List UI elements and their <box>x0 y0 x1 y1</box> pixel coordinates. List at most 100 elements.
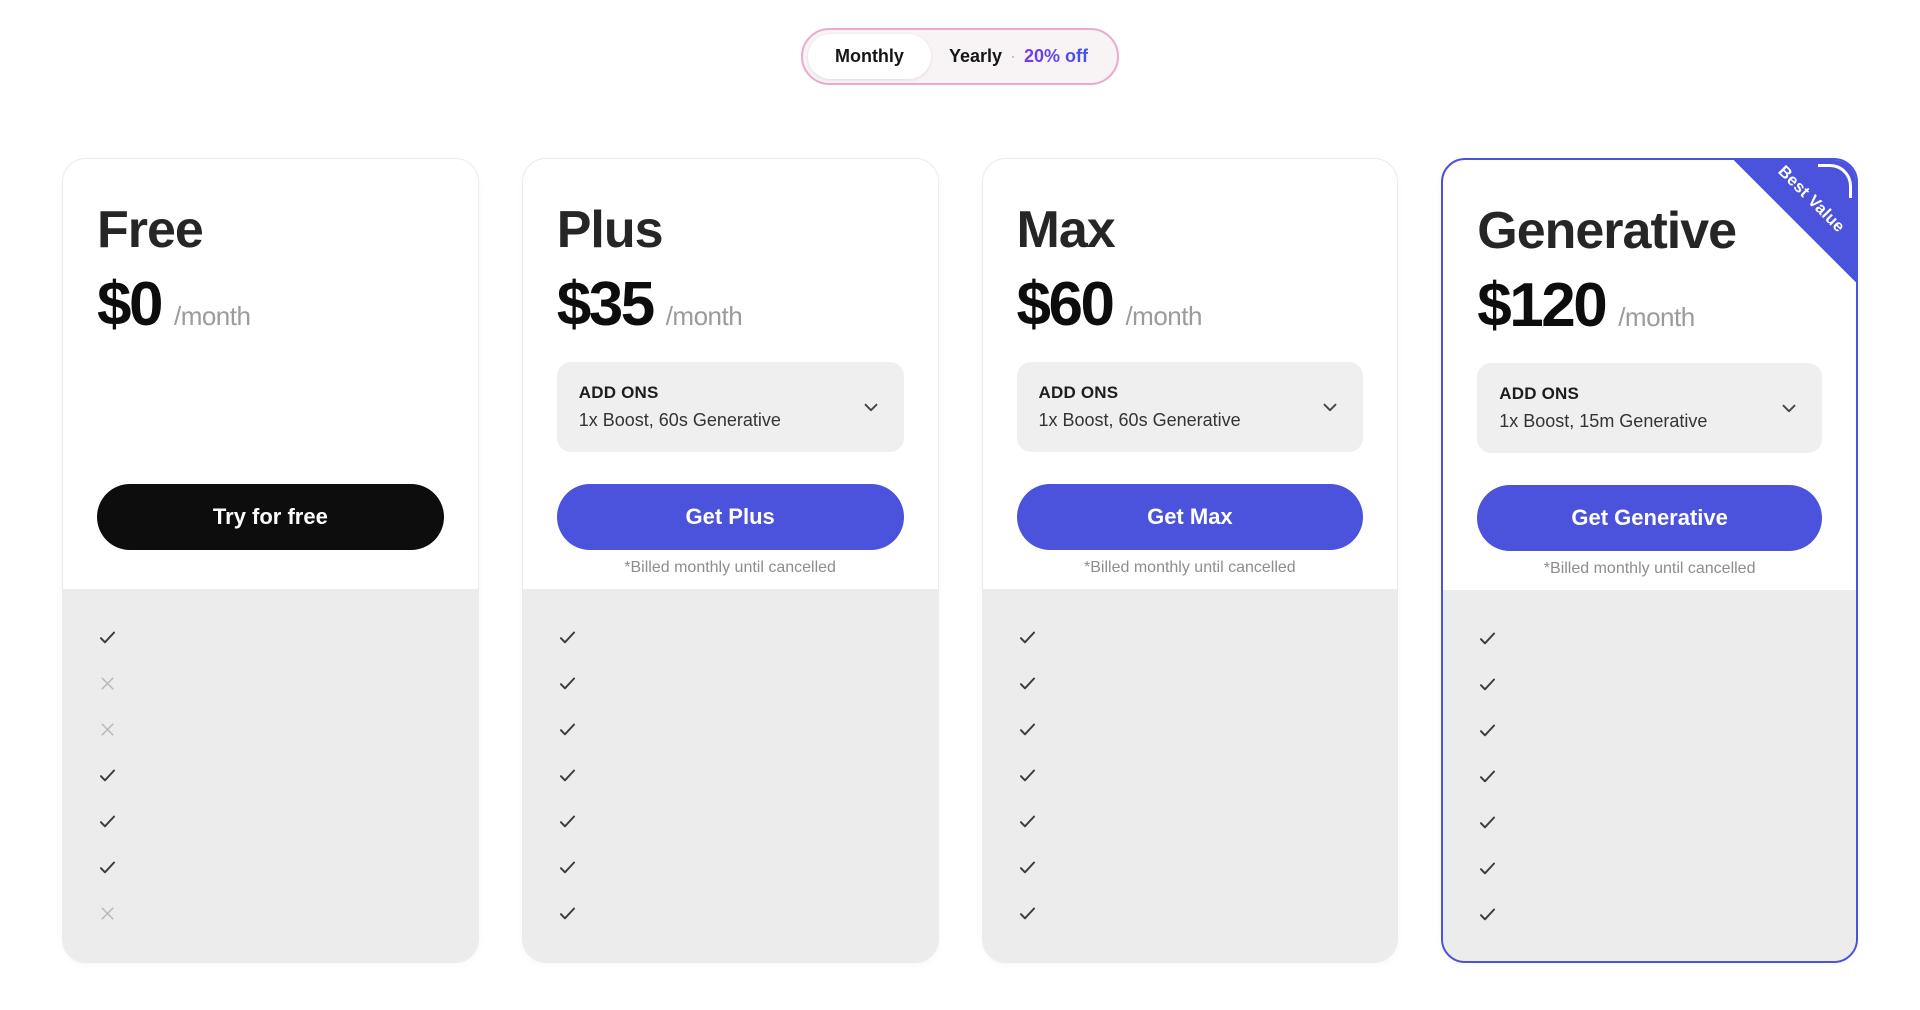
check-icon <box>1477 674 1498 695</box>
plan-price: $120 <box>1477 270 1607 340</box>
pricing-card-free: Free $0 /month Try for free <box>62 158 479 963</box>
check-icon <box>1477 766 1498 787</box>
addons-label: ADD ONS <box>1038 382 1119 402</box>
price-period: /month <box>1125 300 1202 331</box>
price-row: $35 /month <box>556 269 904 339</box>
cta-button[interactable]: Get Generative <box>1477 485 1823 551</box>
check-icon <box>97 627 118 648</box>
card-header: Plus $35 /month ADD ONS 1x Boost, 60s Ge… <box>523 159 938 589</box>
toggle-option-yearly[interactable]: Yearly · 20% off <box>931 34 1112 79</box>
feature-row <box>97 719 444 740</box>
check-icon <box>1477 904 1498 925</box>
features-list <box>522 589 938 962</box>
feature-row <box>1017 903 1364 924</box>
cross-icon <box>97 719 118 740</box>
feature-row <box>1477 674 1822 695</box>
feature-row <box>1477 720 1822 741</box>
feature-row <box>557 627 904 648</box>
feature-row <box>1477 766 1822 787</box>
feature-row <box>1017 627 1364 648</box>
billing-note: *Billed monthly until cancelled <box>624 559 836 576</box>
check-icon <box>97 811 118 832</box>
check-icon <box>1477 720 1498 741</box>
separator-dot: · <box>1010 46 1017 66</box>
feature-row <box>557 673 904 694</box>
feature-row <box>557 903 904 924</box>
check-icon <box>1017 673 1038 694</box>
addons-value: 1x Boost, 60s Generative <box>578 409 781 430</box>
card-header: Max $60 /month ADD ONS 1x Boost, 60s Gen… <box>983 159 1398 589</box>
check-icon <box>1017 811 1038 832</box>
price-row: $60 /month <box>1016 269 1364 339</box>
feature-row <box>1017 719 1364 740</box>
check-icon <box>1017 903 1038 924</box>
price-row: $120 /month <box>1477 270 1822 340</box>
plan-title: Free <box>97 201 204 259</box>
feature-row <box>97 857 444 878</box>
chevron-down-icon <box>860 396 882 418</box>
price-period: /month <box>1618 301 1695 332</box>
feature-row <box>97 673 444 694</box>
plan-title: Max <box>1016 201 1116 259</box>
check-icon <box>557 857 578 878</box>
addons-text: ADD ONS 1x Boost, 15m Generative <box>1499 384 1707 432</box>
check-icon <box>97 857 118 878</box>
monthly-label: Monthly <box>834 46 904 66</box>
check-icon <box>1017 857 1038 878</box>
plan-price: $0 <box>97 269 163 339</box>
addons-text: ADD ONS 1x Boost, 60s Generative <box>1039 383 1241 431</box>
feature-row <box>97 903 444 924</box>
addons-value: 1x Boost, 60s Generative <box>1038 409 1241 430</box>
addons-dropdown[interactable]: ADD ONS 1x Boost, 60s Generative <box>1016 361 1364 452</box>
plan-title: Plus <box>556 201 664 259</box>
feature-row <box>1017 857 1364 878</box>
billing-period-toggle: Monthly Yearly · 20% off <box>800 28 1120 85</box>
check-icon <box>1017 765 1038 786</box>
addons-dropdown[interactable]: ADD ONS 1x Boost, 60s Generative <box>556 361 904 452</box>
check-icon <box>1017 719 1038 740</box>
check-icon <box>1017 627 1038 648</box>
feature-row <box>557 765 904 786</box>
feature-row <box>1477 628 1822 649</box>
check-icon <box>1477 628 1498 649</box>
feature-row <box>97 627 444 648</box>
pricing-card-generative: Best Value Generative $120 /month ADD ON… <box>1441 158 1859 963</box>
check-icon <box>557 627 578 648</box>
yearly-label: Yearly <box>948 46 1003 66</box>
feature-row <box>1477 904 1822 925</box>
check-icon <box>557 811 578 832</box>
cta-button[interactable]: Try for free <box>97 484 444 550</box>
billing-note: *Billed monthly until cancelled <box>1543 560 1756 577</box>
price-period: /month <box>173 300 251 331</box>
price-period: /month <box>665 300 743 331</box>
check-icon <box>557 765 578 786</box>
discount-badge: 20% off <box>1024 46 1089 66</box>
check-icon <box>1477 812 1498 833</box>
check-icon <box>557 903 578 924</box>
toggle-row: Monthly Yearly · 20% off <box>0 0 1920 85</box>
toggle-option-monthly[interactable]: Monthly <box>807 34 931 79</box>
check-icon <box>557 719 578 740</box>
feature-row <box>1017 765 1364 786</box>
chevron-down-icon <box>1778 397 1800 419</box>
plan-price: $60 <box>1016 269 1115 339</box>
feature-row <box>97 765 444 786</box>
chevron-down-icon <box>1319 396 1341 418</box>
addons-dropdown[interactable]: ADD ONS 1x Boost, 15m Generative <box>1477 362 1823 453</box>
card-header: Generative $120 /month ADD ONS 1x Boost,… <box>1443 160 1856 590</box>
cta-button[interactable]: Get Max <box>1016 484 1364 550</box>
addons-text: ADD ONS 1x Boost, 60s Generative <box>579 383 781 431</box>
addons-label: ADD ONS <box>1499 383 1580 403</box>
price-row: $0 /month <box>97 269 444 339</box>
feature-row <box>557 811 904 832</box>
pricing-card-max: Max $60 /month ADD ONS 1x Boost, 60s Gen… <box>981 158 1399 963</box>
addons-label: ADD ONS <box>578 382 659 402</box>
feature-row <box>1017 673 1364 694</box>
feature-row <box>1477 858 1822 879</box>
feature-row <box>1017 811 1364 832</box>
check-icon <box>557 673 578 694</box>
feature-row <box>97 811 444 832</box>
feature-row <box>557 857 904 878</box>
cta-button[interactable]: Get Plus <box>556 484 904 550</box>
plan-price: $35 <box>556 269 655 339</box>
